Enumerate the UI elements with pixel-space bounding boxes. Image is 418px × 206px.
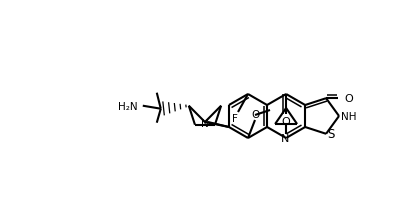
Text: S: S	[327, 128, 334, 141]
Text: N: N	[281, 133, 289, 143]
Text: O: O	[344, 94, 353, 104]
Text: H₂N: H₂N	[118, 101, 138, 111]
Text: O: O	[282, 116, 291, 126]
Text: NH: NH	[341, 111, 357, 121]
Text: F: F	[232, 114, 238, 123]
Text: N: N	[201, 118, 209, 128]
Text: O: O	[252, 109, 260, 119]
